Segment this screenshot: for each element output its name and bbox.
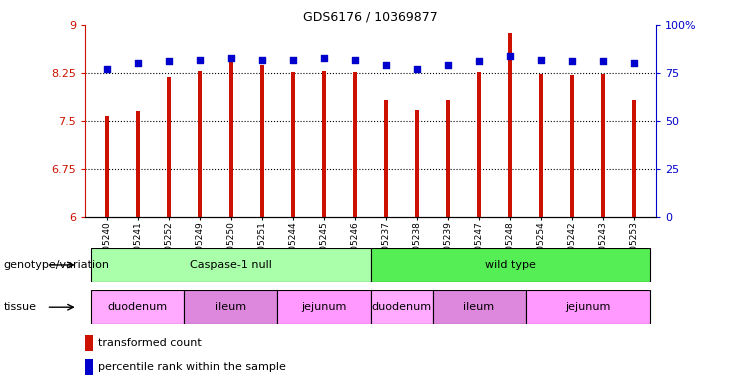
Bar <box>277 290 370 324</box>
Point <box>411 66 423 72</box>
Bar <box>322 71 326 217</box>
Text: jejunum: jejunum <box>302 302 347 312</box>
Bar <box>91 290 185 324</box>
Text: ileum: ileum <box>216 302 247 312</box>
Point <box>101 66 113 72</box>
Point <box>287 56 299 63</box>
Title: GDS6176 / 10369877: GDS6176 / 10369877 <box>303 11 438 24</box>
Bar <box>353 72 357 217</box>
Point <box>194 56 206 63</box>
Point <box>256 56 268 63</box>
Bar <box>477 72 481 217</box>
Point <box>566 58 578 65</box>
Bar <box>370 290 433 324</box>
Bar <box>291 72 295 217</box>
Text: genotype/variation: genotype/variation <box>4 260 110 270</box>
Bar <box>433 290 525 324</box>
Bar <box>539 74 543 217</box>
Point <box>597 58 609 65</box>
Point <box>132 60 144 66</box>
Bar <box>384 101 388 217</box>
Bar <box>136 111 140 217</box>
Text: Caspase-1 null: Caspase-1 null <box>190 260 272 270</box>
Text: duodenum: duodenum <box>371 302 431 312</box>
Bar <box>185 290 277 324</box>
Bar <box>508 33 512 217</box>
Point <box>442 62 454 68</box>
Bar <box>570 75 574 217</box>
Text: duodenum: duodenum <box>108 302 168 312</box>
Point <box>163 58 175 65</box>
Bar <box>105 116 109 217</box>
Bar <box>525 290 650 324</box>
Point <box>380 62 392 68</box>
Point <box>318 55 330 61</box>
Text: wild type: wild type <box>485 260 536 270</box>
Text: ileum: ileum <box>463 302 494 312</box>
Point <box>535 56 547 63</box>
Bar <box>85 359 93 375</box>
Bar <box>85 335 93 351</box>
Point <box>349 56 361 63</box>
Text: percentile rank within the sample: percentile rank within the sample <box>98 362 285 372</box>
Bar <box>229 56 233 217</box>
Bar <box>415 110 419 217</box>
Bar <box>167 78 171 217</box>
Text: transformed count: transformed count <box>98 338 202 348</box>
Bar <box>260 65 264 217</box>
Bar <box>91 248 370 282</box>
Bar <box>632 101 636 217</box>
Bar <box>370 248 650 282</box>
Bar <box>198 71 202 217</box>
Bar <box>446 101 450 217</box>
Point <box>225 55 237 61</box>
Text: jejunum: jejunum <box>565 302 611 312</box>
Bar <box>601 74 605 217</box>
Point <box>504 53 516 59</box>
Text: tissue: tissue <box>4 302 37 312</box>
Point <box>473 58 485 65</box>
Point <box>628 60 640 66</box>
